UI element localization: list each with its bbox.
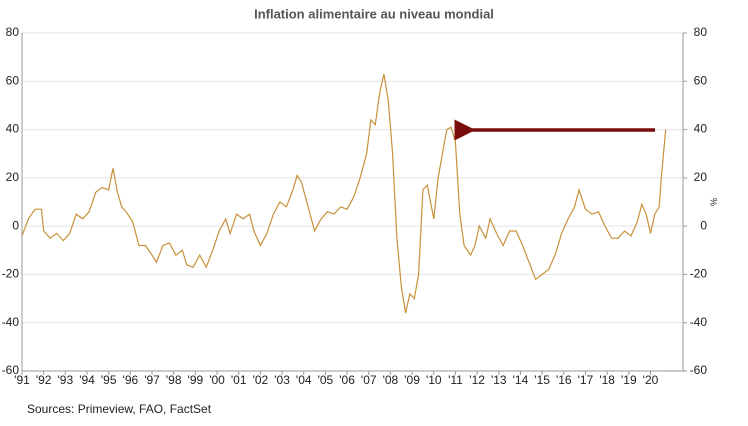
y-tick-label: 40 <box>6 122 20 136</box>
y-tick-label: 80 <box>6 25 20 39</box>
x-tick-label: '04 <box>296 373 312 387</box>
source: Sources: Primeview, FAO, FactSet <box>27 402 212 416</box>
x-tick-label: '13 <box>491 373 507 387</box>
y-tick-label: -40 <box>2 315 20 329</box>
x-tick-label: '18 <box>599 373 615 387</box>
x-tick-label: '14 <box>513 373 529 387</box>
x-tick-label: '12 <box>469 373 485 387</box>
x-tick-label: '97 <box>144 373 160 387</box>
x-tick-label: '00 <box>209 373 225 387</box>
y2-tick-label: 80 <box>694 25 708 39</box>
x-tick-label: '98 <box>166 373 182 387</box>
x-tick-label: '07 <box>361 373 377 387</box>
x-tick-label: '92 <box>36 373 52 387</box>
x-tick-label: '08 <box>383 373 399 387</box>
y2-axis-label: % <box>709 198 719 206</box>
y2-tick-label: -60 <box>690 363 708 377</box>
x-tick-label: '17 <box>578 373 594 387</box>
x-tick-label: '09 <box>404 373 420 387</box>
x-tick-label: '02 <box>253 373 269 387</box>
x-tick-label: '05 <box>318 373 334 387</box>
x-tick-label: '95 <box>101 373 117 387</box>
y-tick-label: 20 <box>6 170 20 184</box>
x-tick-label: '91 <box>14 373 30 387</box>
x-tick-label: '93 <box>58 373 74 387</box>
y-tick-label: -20 <box>2 267 20 281</box>
y2-tick-label: -40 <box>690 315 708 329</box>
x-tick-label: '01 <box>231 373 247 387</box>
x-tick-label: '03 <box>274 373 290 387</box>
x-tick-label: '20 <box>643 373 659 387</box>
chart-title: Inflation alimentaire au niveau mondial <box>254 6 494 21</box>
x-tick-label: '15 <box>534 373 550 387</box>
x-tick-label: '06 <box>339 373 355 387</box>
x-tick-label: '96 <box>123 373 139 387</box>
x-tick-label: '10 <box>426 373 442 387</box>
y2-tick-label: 40 <box>694 122 708 136</box>
x-tick-label: '94 <box>79 373 95 387</box>
y2-tick-label: 60 <box>694 73 708 87</box>
x-tick-label: '19 <box>621 373 637 387</box>
y-tick-label: -60 <box>2 363 20 377</box>
y2-tick-label: -20 <box>690 267 708 281</box>
x-tick-label: '11 <box>448 373 463 387</box>
x-tick-label: '99 <box>188 373 204 387</box>
x-tick-label: '16 <box>556 373 572 387</box>
y2-tick-label: 20 <box>694 170 708 184</box>
data-line <box>21 73 667 314</box>
y-tick-label: 0 <box>12 218 19 232</box>
y2-tick-label: 0 <box>700 218 707 232</box>
y-tick-label: 60 <box>6 73 20 87</box>
